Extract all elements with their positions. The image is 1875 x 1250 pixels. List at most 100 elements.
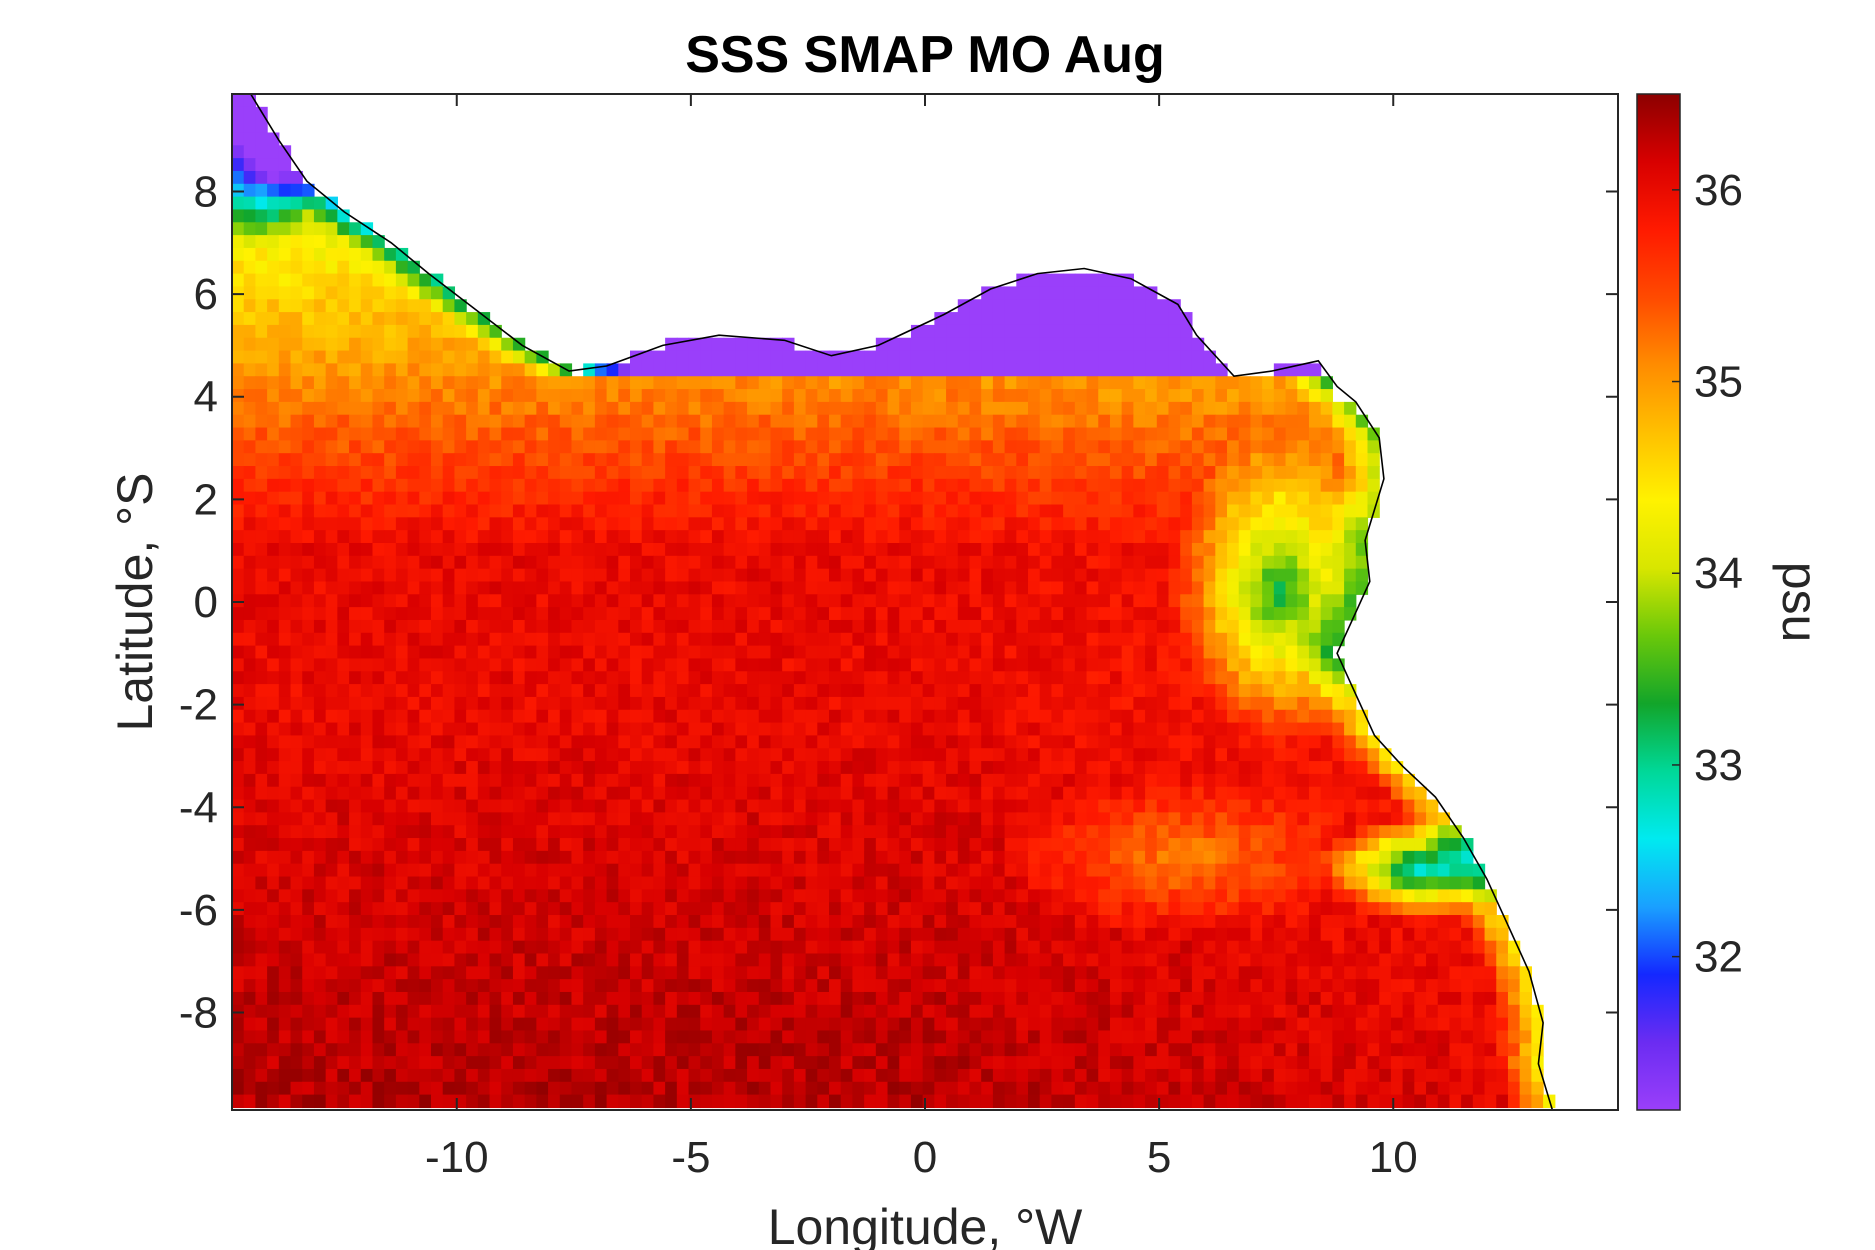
salinity-cell: [1215, 594, 1228, 608]
salinity-cell: [641, 748, 655, 762]
salinity-cell: [360, 427, 374, 441]
salinity-cell: [1156, 401, 1170, 416]
salinity-cell: [1355, 786, 1369, 801]
salinity-cell: [1461, 876, 1474, 890]
salinity-cell: [255, 735, 268, 749]
salinity-cell: [1262, 709, 1275, 724]
salinity-cell: [1121, 299, 1134, 313]
salinity-cell: [360, 876, 374, 890]
salinity-cell: [1086, 517, 1099, 531]
salinity-cell: [337, 491, 350, 506]
salinity-cell: [1227, 786, 1240, 801]
salinity-cell: [407, 876, 420, 890]
salinity-cell: [934, 542, 947, 557]
salinity-cell: [922, 555, 935, 570]
salinity-cell: [934, 594, 947, 608]
salinity-cell: [934, 735, 947, 749]
salinity-cell: [805, 517, 818, 531]
salinity-cell: [981, 542, 994, 557]
salinity-cell: [1074, 555, 1088, 570]
salinity-cell: [360, 401, 374, 416]
salinity-cell: [290, 235, 303, 249]
salinity-cell: [1238, 838, 1252, 852]
salinity-cell: [711, 568, 725, 583]
salinity-cell: [1297, 555, 1310, 570]
salinity-cell: [1133, 542, 1146, 557]
salinity-cell: [1332, 761, 1345, 775]
salinity-cell: [1461, 902, 1474, 916]
salinity-cell: [524, 607, 537, 621]
salinity-cell: [524, 542, 537, 557]
salinity-cell: [618, 619, 631, 634]
salinity-cell: [829, 735, 842, 749]
salinity-cell: [840, 825, 854, 839]
salinity-cell: [243, 363, 257, 377]
salinity-cell: [1051, 517, 1064, 531]
salinity-cell: [407, 530, 420, 544]
salinity-cell: [337, 863, 350, 878]
salinity-cell: [243, 940, 257, 955]
salinity-cell: [852, 658, 865, 672]
salinity-cell: [700, 748, 713, 762]
salinity-cell: [735, 440, 748, 454]
salinity-cell: [466, 735, 479, 749]
salinity-cell: [676, 568, 690, 583]
salinity-cell: [384, 915, 397, 929]
salinity-cell: [1086, 619, 1099, 634]
salinity-cell: [243, 119, 257, 134]
salinity-cell: [1109, 324, 1123, 339]
salinity-cell: [793, 350, 807, 364]
salinity-cell: [899, 453, 912, 467]
salinity-cell: [1051, 850, 1064, 865]
salinity-cell: [747, 863, 760, 878]
salinity-cell: [302, 863, 315, 878]
salinity-cell: [1039, 427, 1053, 441]
salinity-cell: [1297, 850, 1310, 865]
salinity-cell: [770, 478, 783, 493]
salinity-cell: [829, 619, 842, 634]
salinity-cell: [442, 799, 456, 813]
salinity-cell: [641, 376, 655, 390]
salinity-cell: [1320, 850, 1333, 865]
salinity-cell: [910, 696, 924, 711]
salinity-cell: [676, 915, 690, 929]
salinity-cell: [337, 940, 350, 955]
salinity-cell: [349, 799, 362, 813]
salinity-cell: [817, 581, 830, 595]
salinity-cell: [1238, 504, 1252, 518]
salinity-cell: [325, 915, 338, 929]
salinity-cell: [243, 530, 257, 544]
salinity-cell: [1039, 799, 1053, 813]
salinity-cell: [1180, 825, 1193, 839]
salinity-cell: [594, 902, 608, 916]
salinity-cell: [278, 324, 292, 339]
salinity-cell: [852, 684, 865, 698]
salinity-cell: [583, 555, 596, 570]
salinity-cell: [431, 812, 444, 826]
salinity-cell: [910, 838, 924, 852]
salinity-cell: [969, 709, 982, 724]
salinity-cell: [1180, 889, 1193, 903]
salinity-cell: [875, 607, 889, 621]
salinity-cell: [1004, 607, 1017, 621]
salinity-cell: [1016, 530, 1029, 544]
salinity-cell: [1016, 709, 1029, 724]
salinity-cell: [864, 671, 877, 685]
salinity-cell: [583, 491, 596, 506]
salinity-cell: [1156, 581, 1170, 595]
salinity-cell: [1121, 748, 1134, 762]
salinity-cell: [992, 684, 1006, 698]
salinity-cell: [232, 863, 245, 878]
salinity-cell: [501, 825, 514, 839]
salinity-cell: [1215, 645, 1228, 660]
salinity-cell: [1016, 850, 1029, 865]
salinity-cell: [1180, 876, 1193, 890]
salinity-cell: [583, 709, 596, 724]
salinity-cell: [676, 491, 690, 506]
salinity-cell: [548, 530, 561, 544]
salinity-cell: [829, 414, 842, 429]
salinity-cell: [829, 453, 842, 467]
salinity-cell: [1039, 478, 1053, 493]
salinity-cell: [360, 607, 374, 621]
salinity-cell: [313, 324, 327, 339]
